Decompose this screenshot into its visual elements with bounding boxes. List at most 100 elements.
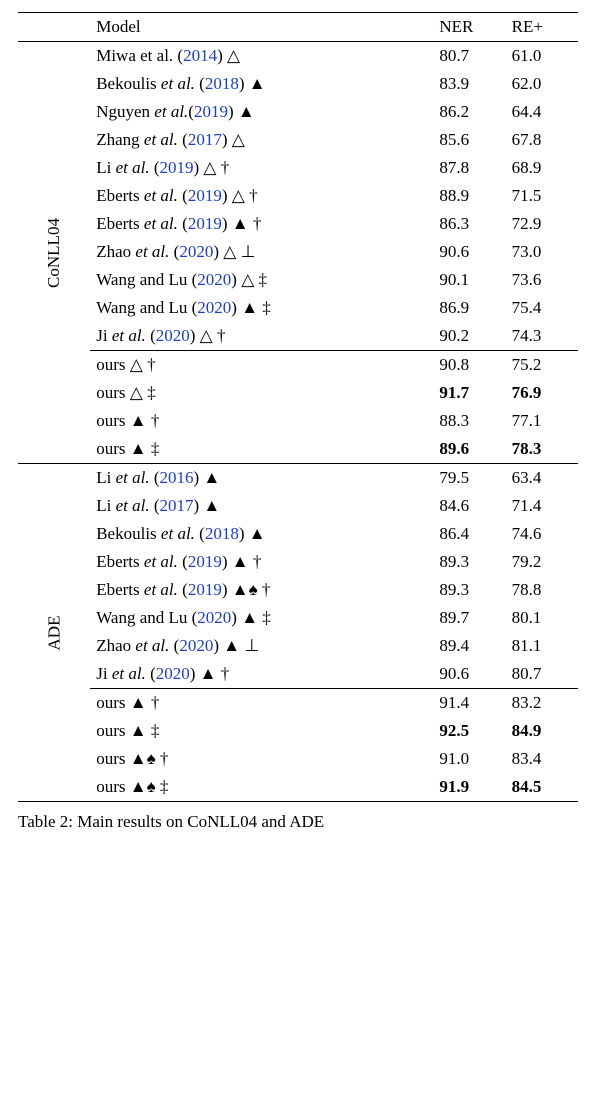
re-cell: 80.1 [506, 604, 578, 632]
caption-prefix: Table 2: [18, 812, 73, 831]
ner-cell: 79.5 [433, 464, 505, 493]
model-cell: ours ▲♠ ‡ [90, 773, 433, 802]
table-row: Bekoulis et al. (2018) ▲83.962.0 [18, 70, 578, 98]
results-table: Model NER RE+ CoNLL04Miwa et al. (2014) … [18, 12, 578, 802]
table-row: Wang and Lu (2020) ▲ ‡89.780.1 [18, 604, 578, 632]
table-row: ours ▲ †91.483.2 [18, 689, 578, 718]
table-row: ours ▲ ‡89.678.3 [18, 435, 578, 464]
group-label: CoNLL04 [18, 42, 90, 464]
table-row: Nguyen et al.(2019) ▲86.264.4 [18, 98, 578, 126]
re-cell: 63.4 [506, 464, 578, 493]
ner-cell: 84.6 [433, 492, 505, 520]
re-cell: 83.4 [506, 745, 578, 773]
re-cell: 84.9 [506, 717, 578, 745]
ner-cell: 83.9 [433, 70, 505, 98]
ner-cell: 90.2 [433, 322, 505, 351]
model-cell: Wang and Lu (2020) ▲ ‡ [90, 294, 433, 322]
model-cell: Zhang et al. (2017) △ [90, 126, 433, 154]
model-cell: ours △ † [90, 351, 433, 380]
model-cell: ours ▲ † [90, 689, 433, 718]
model-cell: ours △ ‡ [90, 379, 433, 407]
ner-cell: 91.0 [433, 745, 505, 773]
re-cell: 84.5 [506, 773, 578, 802]
model-cell: Wang and Lu (2020) △ ‡ [90, 266, 433, 294]
ner-cell: 91.9 [433, 773, 505, 802]
re-cell: 81.1 [506, 632, 578, 660]
table-row: Eberts et al. (2019) ▲♠ †89.378.8 [18, 576, 578, 604]
re-cell: 75.4 [506, 294, 578, 322]
re-cell: 75.2 [506, 351, 578, 380]
table-row: ours ▲ †88.377.1 [18, 407, 578, 435]
model-cell: Nguyen et al.(2019) ▲ [90, 98, 433, 126]
table-row: Wang and Lu (2020) ▲ ‡86.975.4 [18, 294, 578, 322]
caption-text: Main results on CoNLL04 and ADE [73, 812, 324, 831]
ner-cell: 92.5 [433, 717, 505, 745]
re-cell: 64.4 [506, 98, 578, 126]
ner-cell: 89.4 [433, 632, 505, 660]
model-cell: ours ▲ ‡ [90, 717, 433, 745]
table-row: Wang and Lu (2020) △ ‡90.173.6 [18, 266, 578, 294]
model-cell: ours ▲ ‡ [90, 435, 433, 464]
table-row: ours ▲ ‡92.584.9 [18, 717, 578, 745]
model-cell: ours ▲♠ † [90, 745, 433, 773]
re-cell: 74.6 [506, 520, 578, 548]
model-cell: Miwa et al. (2014) △ [90, 42, 433, 71]
header-row: Model NER RE+ [18, 13, 578, 42]
header-ner: NER [433, 13, 505, 42]
ner-cell: 86.4 [433, 520, 505, 548]
ner-cell: 89.6 [433, 435, 505, 464]
re-cell: 77.1 [506, 407, 578, 435]
model-cell: ours ▲ † [90, 407, 433, 435]
table-row: ADELi et al. (2016) ▲79.563.4 [18, 464, 578, 493]
ner-cell: 91.4 [433, 689, 505, 718]
table-row: ours △ †90.875.2 [18, 351, 578, 380]
model-cell: Bekoulis et al. (2018) ▲ [90, 70, 433, 98]
ner-cell: 90.1 [433, 266, 505, 294]
ner-cell: 87.8 [433, 154, 505, 182]
table-row: Zhao et al. (2020) △ ⊥90.673.0 [18, 238, 578, 266]
model-cell: Li et al. (2017) ▲ [90, 492, 433, 520]
model-cell: Eberts et al. (2019) ▲♠ † [90, 576, 433, 604]
table-row: Zhang et al. (2017) △85.667.8 [18, 126, 578, 154]
ner-cell: 85.6 [433, 126, 505, 154]
table-row: ours ▲♠ ‡91.984.5 [18, 773, 578, 802]
ner-cell: 86.3 [433, 210, 505, 238]
re-cell: 78.8 [506, 576, 578, 604]
re-cell: 78.3 [506, 435, 578, 464]
ner-cell: 86.9 [433, 294, 505, 322]
re-cell: 80.7 [506, 660, 578, 689]
table-row: CoNLL04Miwa et al. (2014) △80.761.0 [18, 42, 578, 71]
table-row: Eberts et al. (2019) ▲ †89.379.2 [18, 548, 578, 576]
header-model: Model [90, 13, 433, 42]
bottom-rule [18, 802, 578, 803]
ner-cell: 88.9 [433, 182, 505, 210]
model-cell: Li et al. (2016) ▲ [90, 464, 433, 493]
re-cell: 76.9 [506, 379, 578, 407]
table-row: Li et al. (2019) △ †87.868.9 [18, 154, 578, 182]
model-cell: Zhao et al. (2020) △ ⊥ [90, 238, 433, 266]
table-caption: Table 2: Main results on CoNLL04 and ADE [18, 812, 578, 832]
model-cell: Eberts et al. (2019) △ † [90, 182, 433, 210]
re-cell: 71.5 [506, 182, 578, 210]
table-row: Bekoulis et al. (2018) ▲86.474.6 [18, 520, 578, 548]
ner-cell: 80.7 [433, 42, 505, 71]
table-row: Ji et al. (2020) ▲ †90.680.7 [18, 660, 578, 689]
model-cell: Eberts et al. (2019) ▲ † [90, 210, 433, 238]
table-row: ours ▲♠ †91.083.4 [18, 745, 578, 773]
ner-cell: 90.6 [433, 660, 505, 689]
model-cell: Li et al. (2019) △ † [90, 154, 433, 182]
ner-cell: 89.3 [433, 548, 505, 576]
re-cell: 62.0 [506, 70, 578, 98]
header-re: RE+ [506, 13, 578, 42]
re-cell: 71.4 [506, 492, 578, 520]
table-row: Ji et al. (2020) △ †90.274.3 [18, 322, 578, 351]
re-cell: 83.2 [506, 689, 578, 718]
ner-cell: 89.3 [433, 576, 505, 604]
re-cell: 73.0 [506, 238, 578, 266]
ner-cell: 90.8 [433, 351, 505, 380]
ner-cell: 88.3 [433, 407, 505, 435]
table-row: Eberts et al. (2019) △ †88.971.5 [18, 182, 578, 210]
model-cell: Eberts et al. (2019) ▲ † [90, 548, 433, 576]
re-cell: 73.6 [506, 266, 578, 294]
re-cell: 67.8 [506, 126, 578, 154]
